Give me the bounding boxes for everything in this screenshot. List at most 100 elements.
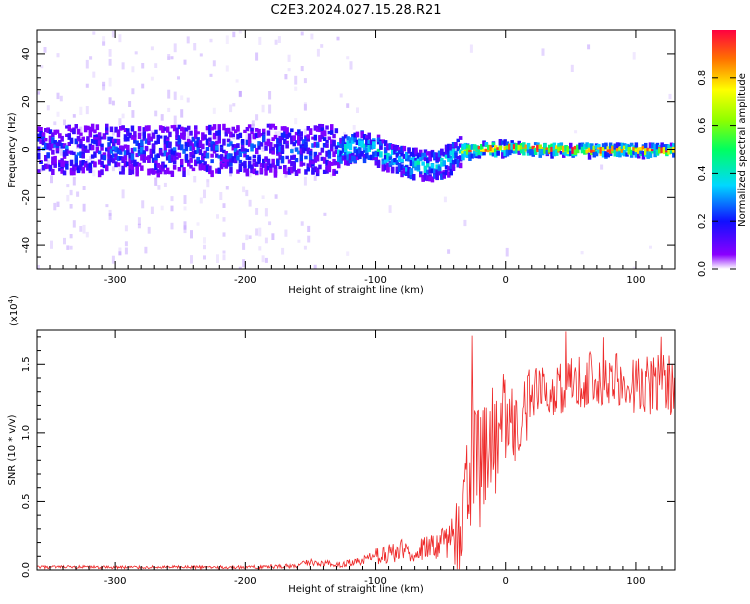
ridge-cell (107, 160, 111, 164)
ridge-cell (37, 126, 41, 133)
ridge-cell (648, 142, 653, 150)
ridge-cell (332, 169, 336, 176)
noise-cell (294, 86, 298, 91)
noise-cell (245, 189, 249, 197)
ridge-cell (484, 148, 489, 152)
ridge-cell (67, 150, 71, 154)
ridge-cell (180, 132, 184, 139)
ridge-cell (470, 153, 475, 159)
ridge-cell (123, 160, 128, 168)
ridge-cell (376, 148, 381, 155)
ridge-cell (508, 143, 512, 151)
ridge-cell (142, 131, 146, 139)
ridge-cell (447, 166, 451, 171)
ridge-cell (224, 152, 228, 159)
ridge-cell (322, 169, 327, 174)
ridge-cell (376, 151, 381, 157)
noise-cell (157, 185, 161, 190)
ridge-cell (451, 167, 456, 171)
ridge-cell (423, 149, 428, 155)
ridge-cell (79, 144, 83, 149)
ridge-cell (346, 159, 350, 166)
ridge-cell (348, 143, 353, 151)
ridge-cell (231, 144, 235, 148)
noise-cell (287, 54, 291, 62)
ridge-cell (156, 171, 160, 178)
ridge-cell (447, 153, 451, 159)
ridge-cell (144, 156, 149, 161)
ridge-cell (330, 130, 334, 135)
ridge-cell (219, 144, 224, 148)
ridge-cell (330, 124, 334, 132)
noise-cell (128, 101, 132, 107)
ridge-cell (201, 163, 205, 170)
ridge-cell (112, 153, 116, 158)
ridge-cell (402, 145, 407, 152)
noise-cell (242, 259, 246, 268)
ridge-cell (172, 124, 177, 132)
noise-cell (124, 241, 128, 247)
noise-cell (150, 76, 154, 81)
ridge-cell (428, 169, 432, 174)
ridge-cell (158, 149, 163, 156)
ridge-cell (629, 149, 634, 156)
ridge-cell (247, 133, 252, 140)
ridge-cell (461, 150, 465, 156)
ridge-cell (564, 145, 568, 152)
ridge-cell (130, 147, 135, 155)
ridge-cell (163, 144, 168, 151)
ridge-cell (547, 148, 552, 153)
ridge-cell (189, 130, 193, 136)
ridge-cell (299, 148, 303, 154)
ridge-cell (351, 155, 355, 162)
ridge-cell (97, 150, 102, 155)
noise-cell (196, 222, 200, 226)
ridge-cell (243, 164, 247, 168)
ridge-cell (210, 126, 214, 131)
ridge-cell (412, 156, 416, 163)
ridge-cell (262, 128, 266, 133)
ridge-cell (388, 156, 393, 161)
ridge-cell (264, 164, 268, 171)
ridge-cell (442, 172, 446, 176)
noise-cell (43, 47, 47, 53)
ridge-cell (238, 168, 243, 172)
noise-cell (173, 43, 177, 53)
ridge-cell (592, 151, 596, 158)
ridge-cell (205, 165, 210, 173)
ridge-cell (112, 146, 116, 150)
noise-cell (53, 202, 57, 211)
ridge-cell (641, 145, 646, 150)
noise-cell (245, 234, 249, 241)
noise-cell (323, 212, 327, 216)
ridge-cell (163, 150, 168, 157)
ridge-cell (151, 169, 156, 175)
ridge-cell (388, 143, 393, 150)
ridge-cell (163, 127, 168, 131)
ridge-cell (665, 144, 669, 151)
ridge-cell (426, 169, 430, 175)
noise-cell (177, 76, 180, 80)
noise-cell (79, 126, 83, 135)
ridge-cell (90, 139, 95, 144)
ridge-cell (51, 149, 55, 155)
ridge-cell (517, 140, 521, 147)
ridge-cell (37, 169, 41, 173)
noise-cell (300, 66, 304, 72)
ridge-cell (203, 150, 207, 157)
ridge-cell (390, 149, 395, 155)
ridge-cell (362, 156, 367, 164)
ridge-cell (421, 177, 425, 182)
noise-cell (160, 205, 164, 211)
ridge-cell (276, 160, 280, 166)
ridge-cell (208, 124, 212, 131)
ridge-cell (334, 145, 339, 149)
ridge-cell (88, 131, 93, 135)
ridge-cell (618, 151, 622, 158)
ridge-cell (292, 154, 296, 160)
ridge-cell (362, 154, 367, 158)
ridge-cell (576, 145, 580, 150)
ridge-cell (341, 147, 346, 153)
ridge-cell (44, 128, 48, 133)
ridge-cell (231, 156, 235, 162)
